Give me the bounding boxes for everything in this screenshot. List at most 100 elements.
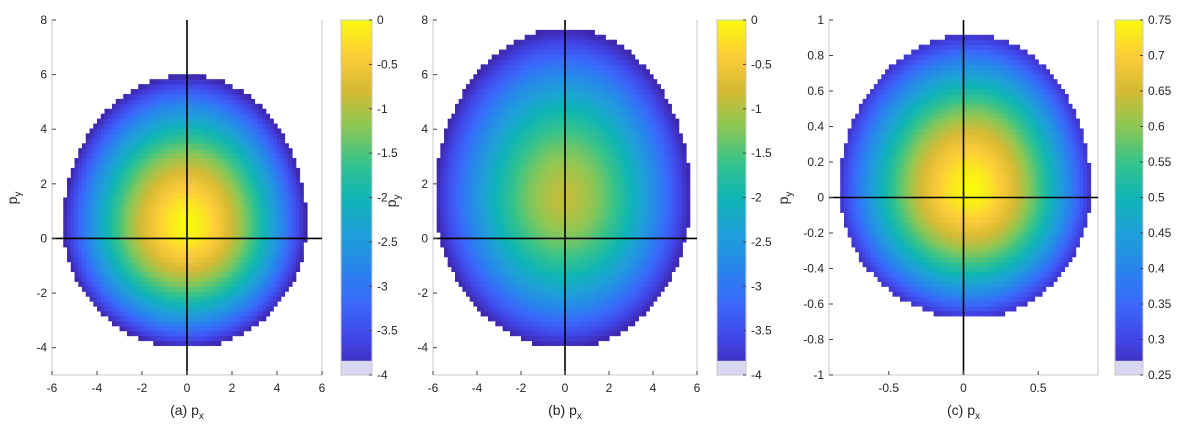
heatmap-cell bbox=[168, 182, 173, 189]
heatmap-cell bbox=[179, 276, 184, 282]
heatmap-cell bbox=[164, 281, 169, 287]
heatmap-cell bbox=[119, 133, 124, 139]
heatmap-cell bbox=[187, 167, 192, 174]
heatmap-cell bbox=[239, 187, 244, 194]
heatmap-cell bbox=[175, 251, 181, 258]
heatmap-cell bbox=[164, 98, 169, 105]
heatmap-cell bbox=[565, 310, 570, 317]
heatmap-cell bbox=[97, 143, 102, 149]
heatmap-cell bbox=[561, 251, 566, 258]
heatmap-cell bbox=[447, 236, 452, 243]
heatmap-cell bbox=[561, 64, 566, 70]
heatmap-cell bbox=[554, 167, 559, 174]
heatmap-cell bbox=[535, 286, 540, 292]
heatmap-cell bbox=[495, 138, 500, 144]
heatmap-cell bbox=[535, 197, 540, 204]
heatmap-cell bbox=[164, 315, 169, 322]
heatmap-cell bbox=[250, 177, 256, 184]
heatmap-cell bbox=[190, 271, 196, 277]
heatmap-cell bbox=[477, 296, 482, 302]
heatmap-cell bbox=[70, 197, 76, 204]
heatmap-cell bbox=[168, 256, 173, 263]
heatmap-cell bbox=[521, 291, 526, 297]
heatmap-cell bbox=[502, 138, 507, 144]
heatmap-cell bbox=[480, 261, 485, 268]
heatmap-cell bbox=[235, 281, 241, 287]
heatmap-cell bbox=[499, 64, 504, 70]
heatmap-cell bbox=[488, 291, 493, 297]
heatmap-cell bbox=[164, 192, 169, 199]
heatmap-cell bbox=[543, 128, 548, 135]
heatmap-cell bbox=[539, 49, 544, 56]
heatmap-cell bbox=[262, 143, 267, 149]
heatmap-cell bbox=[473, 256, 478, 263]
heatmap-cell bbox=[477, 138, 482, 144]
heatmap-cell bbox=[292, 241, 297, 248]
heatmap-cell bbox=[224, 133, 229, 139]
heatmap-cell bbox=[557, 29, 562, 36]
heatmap-cell bbox=[262, 315, 267, 322]
heatmap-cell bbox=[239, 251, 244, 258]
heatmap-cell bbox=[455, 212, 460, 218]
heatmap-cell bbox=[550, 246, 555, 253]
heatmap-cell bbox=[299, 236, 304, 243]
heatmap-cell bbox=[190, 340, 196, 347]
heatmap-cell bbox=[250, 138, 256, 144]
heatmap-cell bbox=[262, 192, 267, 199]
heatmap-cell bbox=[528, 118, 533, 125]
heatmap-cell bbox=[119, 325, 124, 332]
heatmap-cell bbox=[565, 222, 570, 228]
heatmap-cell bbox=[473, 98, 478, 105]
heatmap-cell bbox=[273, 266, 278, 273]
heatmap-cell bbox=[517, 251, 522, 258]
heatmap-cell bbox=[74, 197, 79, 204]
heatmap-cell bbox=[499, 202, 504, 208]
heatmap-cell bbox=[436, 167, 441, 174]
heatmap-cell bbox=[123, 266, 128, 273]
heatmap-cell bbox=[100, 138, 106, 144]
heatmap-cell bbox=[239, 256, 244, 263]
heatmap-cell bbox=[160, 271, 166, 277]
heatmap-cell bbox=[142, 128, 147, 135]
heatmap-cell bbox=[561, 227, 566, 233]
heatmap-cell bbox=[123, 315, 128, 322]
heatmap-cell bbox=[557, 217, 562, 223]
heatmap-cell bbox=[288, 271, 293, 277]
heatmap-cell bbox=[202, 296, 207, 302]
heatmap-cell bbox=[565, 241, 570, 248]
heatmap-cell bbox=[63, 207, 68, 213]
heatmap-cell bbox=[63, 212, 68, 218]
heatmap-cell bbox=[183, 202, 188, 208]
heatmap-cell bbox=[473, 241, 478, 248]
heatmap-cell bbox=[269, 291, 274, 297]
heatmap-cell bbox=[209, 182, 214, 189]
heatmap-cell bbox=[488, 227, 493, 233]
heatmap-cell bbox=[491, 246, 496, 253]
heatmap-cell bbox=[190, 232, 196, 238]
heatmap-cell bbox=[198, 241, 203, 248]
heatmap-cell bbox=[209, 236, 214, 243]
heatmap-cell bbox=[265, 296, 271, 302]
heatmap-cell bbox=[550, 236, 555, 243]
heatmap-cell bbox=[543, 246, 548, 253]
heatmap-cell bbox=[484, 286, 489, 292]
heatmap-cell bbox=[488, 197, 493, 204]
heatmap-cell bbox=[451, 246, 456, 253]
heatmap-cell bbox=[138, 148, 143, 154]
heatmap-cell bbox=[466, 251, 471, 258]
heatmap-cell bbox=[104, 246, 109, 253]
heatmap-cell bbox=[495, 64, 500, 70]
heatmap-cell bbox=[543, 227, 548, 233]
heatmap-cell bbox=[175, 286, 181, 292]
heatmap-cell bbox=[82, 212, 87, 218]
heatmap-cell bbox=[440, 162, 445, 169]
heatmap-cell bbox=[568, 212, 573, 218]
heatmap-cell bbox=[447, 123, 452, 130]
heatmap-cell bbox=[543, 108, 548, 115]
heatmap-cell bbox=[187, 212, 192, 218]
heatmap-cell bbox=[85, 251, 91, 258]
heatmap-cell bbox=[127, 123, 132, 130]
heatmap-cell bbox=[543, 296, 548, 302]
heatmap-cell bbox=[484, 69, 489, 75]
heatmap-cell bbox=[506, 54, 511, 61]
